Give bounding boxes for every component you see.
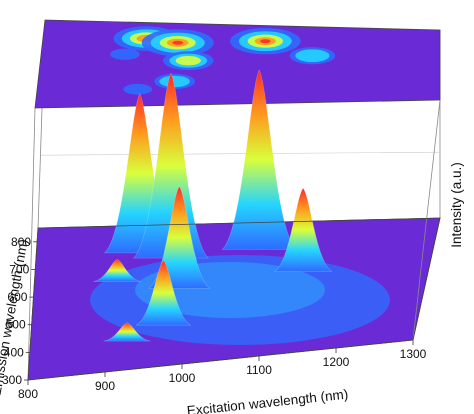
- y-tick-label-5: 800: [11, 235, 31, 249]
- contour-blob-1-4: [172, 40, 184, 45]
- x-tick-label-2: 1000: [169, 371, 196, 385]
- contour-blob-2-2: [175, 55, 201, 66]
- front-right-edge: [412, 99, 441, 341]
- surface-peak-6: [135, 259, 192, 326]
- contour-blob-4-1: [295, 49, 330, 63]
- surface-peak-7: [103, 322, 151, 342]
- contour-blob-5-1: [159, 75, 190, 88]
- surface-peak-2: [132, 72, 210, 259]
- x-tick-label-4: 1200: [323, 355, 350, 369]
- y-tick-label-0: 300: [2, 373, 22, 387]
- y-tick-label-3: 600: [7, 290, 27, 304]
- contour-blob-6-0: [110, 48, 140, 60]
- y-tick-label-2: 500: [6, 318, 26, 332]
- surface-peak-3: [274, 187, 333, 272]
- y-tick-label-4: 700: [9, 262, 29, 276]
- floor-outline: [27, 217, 441, 381]
- z-axis-title: Intensity (a.u.): [449, 162, 464, 248]
- x-tick-label-0: 800: [18, 387, 38, 401]
- surface-peaks: [93, 69, 333, 342]
- x-axis-title: Excitation wavelength (nm): [186, 387, 349, 414]
- surface-peak-4: [93, 259, 142, 282]
- plot-box-front-edges: [27, 99, 441, 381]
- y-axis-ticks: 300 400 500 600 700 800: [2, 235, 38, 387]
- x-axis-ticks: 800 900 1000 1100 1200 1300: [18, 340, 427, 401]
- x-tick-label-5: 1300: [400, 347, 427, 361]
- front-left-edge: [27, 107, 36, 381]
- contour-projection-plane: [34, 19, 441, 109]
- contour-blob-3-4: [260, 39, 271, 44]
- x-tick-label-3: 1100: [246, 363, 272, 377]
- x-tick-label-1: 900: [95, 379, 115, 393]
- back-grid-line-0: [40, 151, 441, 156]
- y-tick-label-1: 400: [4, 345, 24, 359]
- surface-peak-1: [221, 69, 297, 250]
- contour-blob-7-0: [123, 83, 153, 95]
